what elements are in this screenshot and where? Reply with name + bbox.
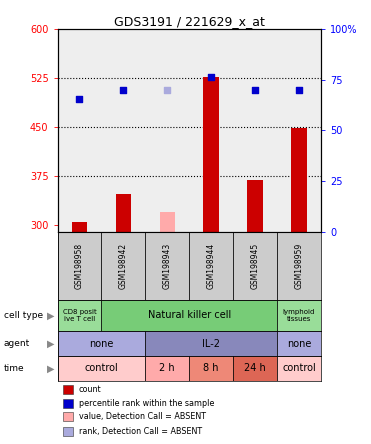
Text: lymphoid
tissues: lymphoid tissues xyxy=(283,309,315,322)
Bar xyxy=(189,232,233,300)
Point xyxy=(76,95,82,103)
Text: CD8 posit
ive T cell: CD8 posit ive T cell xyxy=(63,309,96,322)
Bar xyxy=(63,399,73,408)
Text: GSM198958: GSM198958 xyxy=(75,243,84,289)
Bar xyxy=(277,232,321,300)
Text: GSM198942: GSM198942 xyxy=(119,243,128,289)
Point xyxy=(296,86,302,93)
Bar xyxy=(63,412,73,421)
Text: 24 h: 24 h xyxy=(244,364,266,373)
Text: IL-2: IL-2 xyxy=(202,339,220,349)
Bar xyxy=(233,232,277,300)
Text: none: none xyxy=(287,339,311,349)
Bar xyxy=(277,300,321,331)
Bar xyxy=(58,232,101,300)
Text: ▶: ▶ xyxy=(47,310,55,321)
Text: GSM198945: GSM198945 xyxy=(250,243,260,289)
Text: none: none xyxy=(89,339,114,349)
Text: 2 h: 2 h xyxy=(160,364,175,373)
Bar xyxy=(291,128,307,232)
Text: count: count xyxy=(79,385,101,394)
Bar xyxy=(247,179,263,232)
Point xyxy=(208,73,214,80)
Point xyxy=(252,86,258,93)
Point xyxy=(164,86,170,93)
Text: Natural killer cell: Natural killer cell xyxy=(148,310,231,321)
Text: ▶: ▶ xyxy=(47,339,55,349)
Bar xyxy=(233,356,277,381)
Text: time: time xyxy=(4,364,24,373)
Bar xyxy=(145,232,189,300)
Text: control: control xyxy=(85,364,118,373)
Text: percentile rank within the sample: percentile rank within the sample xyxy=(79,399,214,408)
Text: GSM198944: GSM198944 xyxy=(207,243,216,289)
Bar xyxy=(58,331,145,356)
Bar xyxy=(58,356,145,381)
Bar xyxy=(160,212,175,232)
Bar xyxy=(58,300,101,331)
Text: value, Detection Call = ABSENT: value, Detection Call = ABSENT xyxy=(79,412,206,421)
Title: GDS3191 / 221629_x_at: GDS3191 / 221629_x_at xyxy=(114,15,265,28)
Bar xyxy=(101,300,277,331)
Text: agent: agent xyxy=(4,339,30,348)
Bar xyxy=(116,194,131,232)
Text: 8 h: 8 h xyxy=(203,364,219,373)
Bar xyxy=(145,356,189,381)
Text: rank, Detection Call = ABSENT: rank, Detection Call = ABSENT xyxy=(79,427,202,436)
Text: GSM198943: GSM198943 xyxy=(163,243,172,289)
Bar xyxy=(101,232,145,300)
Bar xyxy=(72,222,87,232)
Bar xyxy=(145,331,277,356)
Bar xyxy=(63,427,73,436)
Bar xyxy=(63,385,73,394)
Bar xyxy=(189,356,233,381)
Bar xyxy=(277,331,321,356)
Text: GSM198959: GSM198959 xyxy=(295,243,303,289)
Bar xyxy=(277,356,321,381)
Text: cell type: cell type xyxy=(4,311,43,320)
Text: control: control xyxy=(282,364,316,373)
Text: ▶: ▶ xyxy=(47,364,55,373)
Point xyxy=(121,86,127,93)
Bar xyxy=(203,77,219,232)
